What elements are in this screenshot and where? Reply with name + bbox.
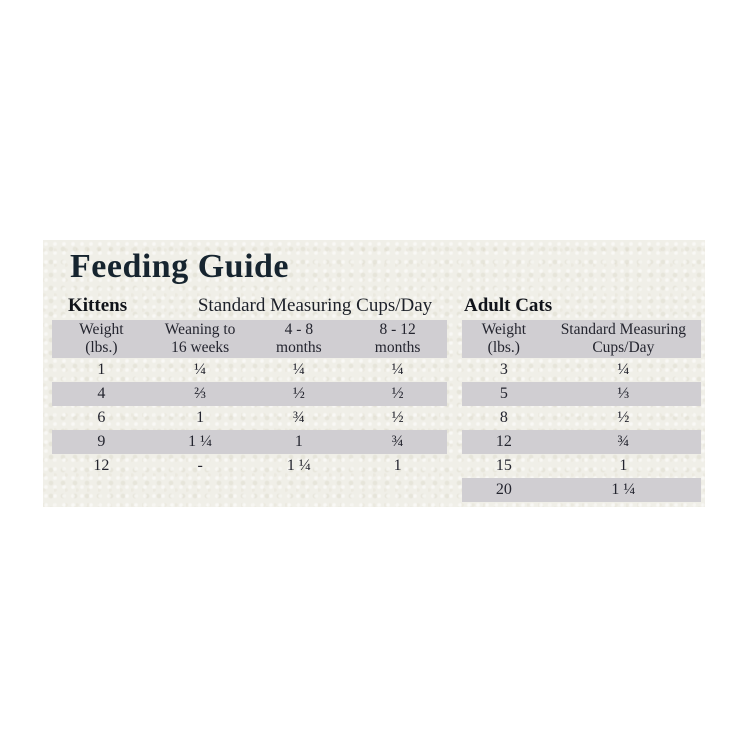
table-cell: ½ xyxy=(391,409,404,426)
table-cell: 5 xyxy=(499,385,508,402)
table-cell: - xyxy=(197,457,203,474)
table-cell: ⅔ xyxy=(194,385,207,402)
table-row: 9 1 ¼ 1 ¾ xyxy=(52,430,447,454)
column-header: Standard Measuring Cups/Day xyxy=(560,320,686,356)
column-header: Weight (lbs.) xyxy=(79,320,124,356)
table-cell: 1 xyxy=(619,457,628,474)
table-cell: 6 xyxy=(97,409,106,426)
kittens-table: Weight (lbs.) Weaning to 16 weeks 4 - 8 month… xyxy=(52,320,447,478)
table-cell: 1 xyxy=(97,361,106,378)
column-header: Weight (lbs.) xyxy=(481,320,527,356)
table-cell: 1 ¼ xyxy=(286,457,311,474)
table-cell: 12 xyxy=(495,433,512,450)
adult-header-row: Weight (lbs.) Standard Measuring Cups/Day xyxy=(462,320,701,358)
table-cell: 4 xyxy=(97,385,106,402)
table-row: 12 - 1 ¼ 1 xyxy=(52,454,447,478)
table-cell: 3 xyxy=(499,361,508,378)
cups-per-day-subtitle: Standard Measuring Cups/Day xyxy=(197,295,433,316)
table-row: 12 ¾ xyxy=(462,430,701,454)
page-title: Feeding Guide xyxy=(70,248,290,285)
table-cell: ½ xyxy=(391,385,404,402)
kittens-table-body: 1 ¼ ¼ ¼ 4 ⅔ ½ ½ 6 1 ¾ ½ 9 1 ¼ 1 ¾ 12 - 1 ¼ 1 xyxy=(52,358,447,478)
column-header: Weaning to 16 weeks xyxy=(164,320,236,356)
table-row: 1 ¼ ¼ ¼ xyxy=(52,358,447,382)
table-cell: 1 xyxy=(196,409,205,426)
table-cell: 9 xyxy=(97,433,106,450)
table-cell: ¼ xyxy=(617,361,630,378)
adult-section-label: Adult Cats xyxy=(464,295,553,316)
table-cell: 1 xyxy=(393,457,402,474)
column-header: 4 - 8 months xyxy=(276,320,322,356)
table-cell: 15 xyxy=(495,457,512,474)
table-cell: 1 ¼ xyxy=(188,433,213,450)
table-cell: ¾ xyxy=(617,433,630,450)
table-row: 4 ⅔ ½ ½ xyxy=(52,382,447,406)
table-cell: 1 ¼ xyxy=(611,481,636,498)
adult-table-body: 3 ¼ 5 ⅓ 8 ½ 12 ¾ 15 1 20 1 ¼ xyxy=(462,358,701,502)
table-cell: 1 xyxy=(294,433,303,450)
adult-cats-table: Weight (lbs.) Standard Measuring Cups/Day 3… xyxy=(462,320,701,502)
kittens-section-label: Kittens xyxy=(68,295,128,316)
table-cell: ½ xyxy=(617,409,630,426)
table-cell: ¾ xyxy=(292,409,305,426)
table-row: 15 1 xyxy=(462,454,701,478)
table-cell: ¼ xyxy=(292,361,305,378)
table-row: 6 1 ¾ ½ xyxy=(52,406,447,430)
table-cell: ¾ xyxy=(391,433,404,450)
table-cell: 12 xyxy=(93,457,110,474)
table-cell: ⅓ xyxy=(617,385,630,402)
table-cell: ½ xyxy=(292,385,305,402)
table-cell: ¼ xyxy=(194,361,207,378)
table-cell: 8 xyxy=(499,409,508,426)
feeding-guide-panel: Feeding Guide Kittens Standard Measuring… xyxy=(43,240,705,507)
table-cell: 20 xyxy=(495,481,512,498)
table-cell: ¼ xyxy=(391,361,404,378)
kittens-header-row: Weight (lbs.) Weaning to 16 weeks 4 - 8 month… xyxy=(52,320,447,358)
column-header: 8 - 12 months xyxy=(374,320,421,356)
table-row: 20 1 ¼ xyxy=(462,478,701,502)
